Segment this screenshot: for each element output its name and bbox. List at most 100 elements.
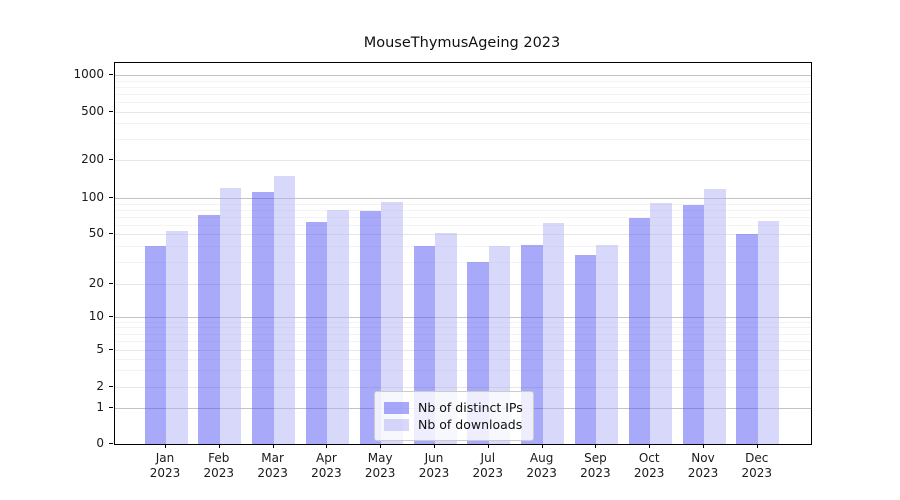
x-tick-mark (434, 444, 435, 448)
minor-gridline (115, 321, 811, 323)
year-text: 2023 (472, 466, 504, 480)
bar-ips-jan (144, 246, 166, 444)
minor-gridline (115, 93, 811, 95)
major-gridline (115, 75, 811, 76)
x-tick-label-jun: Jun 2023 (394, 451, 474, 481)
bar-downloads-nov (704, 188, 726, 444)
month-text: Apr (316, 451, 337, 465)
month-text: Nov (691, 451, 715, 465)
x-tick-label-nov: Nov 2023 (663, 451, 743, 481)
bar-ips-oct (628, 218, 651, 444)
bar-ips-sep (574, 255, 597, 444)
month-text: Sep (584, 451, 607, 465)
minor-gridline (115, 86, 811, 88)
y-tick-mark (109, 110, 113, 112)
year-text: 2023 (257, 466, 288, 480)
y-tick-mark (109, 385, 113, 387)
month-text: Feb (208, 451, 230, 465)
minor-gridline (115, 224, 811, 226)
bar-downloads-may (381, 201, 403, 444)
y-tick-mark (109, 74, 113, 75)
year-text: 2023 (203, 466, 235, 480)
legend-item-downloads: Nb of downloads (384, 417, 523, 432)
major-gridline (115, 316, 811, 318)
month-text: May (367, 451, 393, 465)
legend-label: Nb of downloads (418, 417, 523, 432)
x-tick-label-jan: Jan 2023 (125, 451, 205, 481)
bar-downloads-sep (596, 244, 618, 444)
x-tick-label-sep: Sep 2023 (555, 451, 635, 481)
bar-downloads-dec (757, 220, 780, 444)
y-tick-label: 500 (81, 103, 104, 118)
bar-downloads-feb (219, 188, 242, 444)
y-tick-mark (109, 315, 113, 317)
y-tick-label: 5 (96, 342, 104, 356)
minor-gridline (115, 216, 811, 218)
x-tick-mark (595, 444, 597, 448)
chart-title: MouseThymusAgeing 2023 (363, 35, 561, 51)
x-tick-label-may: May 2023 (340, 451, 420, 481)
y-tick-label: 10 (88, 308, 104, 323)
x-tick-mark (380, 444, 382, 448)
y-tick-mark (109, 349, 113, 350)
y-tick-mark (109, 233, 113, 235)
mid-gridline (115, 111, 811, 113)
bar-downloads-apr (327, 210, 349, 444)
year-text: 2023 (526, 466, 557, 480)
month-text: Oct (638, 451, 660, 465)
x-tick-mark (649, 444, 651, 448)
x-tick-mark (703, 444, 704, 448)
bar-ips-dec (736, 234, 758, 444)
year-text: 2023 (633, 466, 665, 480)
year-text: 2023 (364, 466, 396, 480)
y-tick-label: 200 (81, 152, 104, 166)
ips-swatch (384, 401, 409, 414)
minor-gridline (115, 203, 811, 205)
legend-label: Nb of distinct IPs (418, 400, 523, 415)
minor-gridline (115, 261, 811, 263)
x-tick-label-apr: Apr 2023 (286, 451, 366, 481)
y-tick-label: 1000 (73, 67, 104, 81)
bar-ips-apr (305, 222, 328, 444)
y-tick-label: 20 (88, 275, 104, 290)
year-text: 2023 (580, 466, 611, 480)
y-tick-label: 2 (96, 378, 104, 393)
x-tick-label-aug: Aug 2023 (502, 451, 582, 481)
x-tick-mark (487, 444, 489, 448)
x-tick-mark (326, 444, 328, 448)
x-tick-label-oct: Oct 2023 (609, 451, 689, 481)
month-text: Dec (745, 451, 769, 465)
minor-gridline (115, 358, 811, 360)
bar-ips-nov (682, 204, 704, 444)
minor-gridline (115, 102, 811, 104)
y-tick-label: 0 (96, 436, 104, 450)
x-tick-mark (218, 444, 220, 448)
bar-downloads-jan (166, 231, 188, 444)
month-text: Jun (424, 451, 444, 465)
mid-gridline (115, 160, 811, 161)
bar-downloads-aug (542, 223, 565, 444)
y-tick-mark (109, 407, 113, 408)
bar-downloads-oct (650, 202, 672, 444)
mid-gridline (115, 234, 811, 236)
mid-gridline (115, 350, 811, 351)
minor-gridline (115, 80, 811, 82)
minor-gridline (115, 246, 811, 248)
x-tick-mark (756, 444, 758, 448)
plot-area (114, 62, 812, 445)
year-text: 2023 (741, 466, 773, 480)
bar-ips-mar (252, 191, 274, 444)
bar-downloads-mar (273, 175, 296, 444)
year-text: 2023 (311, 466, 342, 480)
y-tick-mark (109, 159, 113, 160)
x-tick-mark (541, 444, 543, 448)
major-gridline (115, 198, 811, 199)
y-tick-mark (109, 197, 113, 198)
minor-gridline (115, 123, 811, 125)
y-tick-label: 1 (96, 400, 104, 414)
minor-gridline (115, 341, 811, 343)
bar-ips-may (359, 211, 382, 444)
legend-item-distinct-ips: Nb of distinct IPs (384, 400, 523, 415)
month-text: Mar (261, 451, 284, 465)
